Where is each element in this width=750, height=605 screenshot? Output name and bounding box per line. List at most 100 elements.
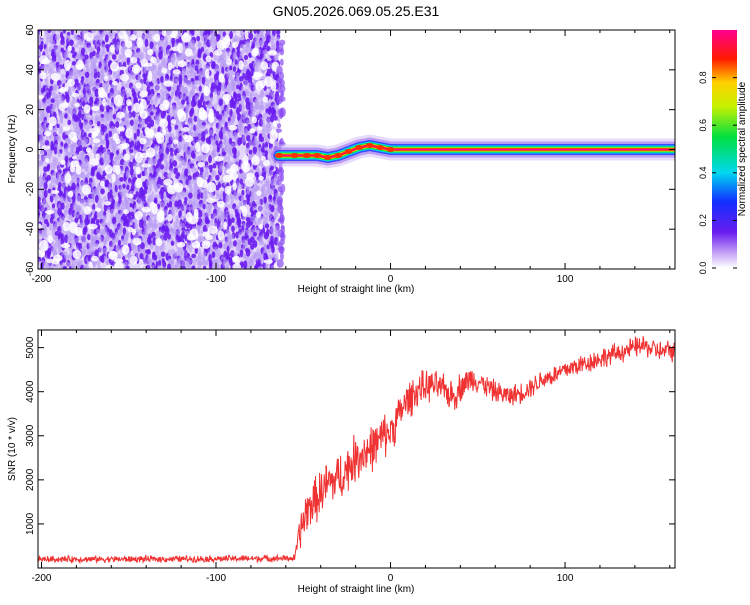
noise-gap <box>130 56 138 64</box>
noise-speckle <box>57 203 62 209</box>
noise-speckle <box>166 44 171 50</box>
noise-gap <box>125 128 133 139</box>
snr-plot-area <box>38 335 675 565</box>
noise-gap <box>45 158 50 164</box>
noise-gap <box>48 116 57 127</box>
noise-speckle <box>102 239 108 245</box>
noise-speckle <box>122 183 126 189</box>
noise-speckle <box>211 251 216 259</box>
noise-speckle <box>78 40 83 46</box>
noise-speckle <box>43 189 48 199</box>
noise-speckle <box>222 127 226 135</box>
noise-gap <box>195 141 201 153</box>
noise-gap <box>134 210 143 221</box>
noise-speckle <box>264 217 269 224</box>
noise-gap <box>256 190 262 197</box>
noise-speckle <box>130 161 134 170</box>
snr-y-tick-label: 3000 <box>25 424 36 447</box>
spectrogram-plot-area <box>38 30 675 269</box>
noise-speckle <box>81 213 85 222</box>
noise-speckle <box>213 103 218 111</box>
noise-gap <box>62 126 71 131</box>
noise-speckle <box>272 34 276 41</box>
noise-speckle <box>125 119 131 128</box>
noise-speckle <box>133 222 139 229</box>
noise-speckle <box>140 242 145 250</box>
noise-speckle <box>67 151 72 157</box>
noise-gap <box>194 208 199 220</box>
noise-speckle <box>46 174 52 181</box>
noise-gap <box>225 58 233 65</box>
noise-speckle <box>84 54 89 61</box>
noise-speckle <box>50 68 55 74</box>
noise-speckle <box>141 171 146 177</box>
noise-speckle <box>229 240 234 249</box>
noise-speckle <box>92 50 96 57</box>
noise-speckle <box>94 35 100 41</box>
noise-speckle <box>97 265 101 269</box>
noise-speckle <box>47 30 52 34</box>
noise-gap <box>251 116 258 124</box>
noise-gap <box>118 30 127 40</box>
noise-speckle <box>43 166 48 173</box>
colorbar-tick-label: 0.6 <box>698 119 708 132</box>
noise-speckle <box>193 79 199 85</box>
noise-gap <box>270 80 277 92</box>
noise-speckle <box>154 97 158 106</box>
noise-speckle <box>267 247 272 254</box>
noise-gap <box>262 96 269 103</box>
noise-gap <box>153 33 161 43</box>
noise-speckle <box>165 153 169 159</box>
noise-gap <box>182 134 189 140</box>
noise-gap <box>201 143 210 154</box>
snr-y-axis-label: SNR (10 * v/v) <box>7 417 18 481</box>
noise-speckle <box>105 141 110 150</box>
noise-speckle <box>63 210 69 216</box>
noise-speckle <box>125 219 130 228</box>
noise-speckle <box>102 229 106 236</box>
noise-speckle <box>98 75 104 81</box>
noise-gap <box>103 201 112 206</box>
noise-gap <box>173 181 180 189</box>
noise-speckle <box>212 163 217 169</box>
noise-speckle <box>50 174 55 179</box>
noise-speckle <box>71 259 77 265</box>
noise-gap <box>186 233 195 241</box>
noise-speckle <box>249 98 254 104</box>
noise-speckle <box>60 96 64 105</box>
colorbar-gradient <box>712 30 737 268</box>
noise-speckle <box>167 124 172 133</box>
colorbar-tick-label: 0.4 <box>698 167 708 180</box>
noise-speckle <box>188 192 193 199</box>
noise-speckle <box>146 188 151 194</box>
noise-speckle <box>143 76 147 85</box>
noise-speckle <box>100 188 105 195</box>
noise-speckle <box>122 189 127 195</box>
noise-edge <box>277 195 283 205</box>
noise-speckle <box>120 238 126 245</box>
noise-speckle <box>47 250 51 259</box>
noise-speckle <box>44 78 49 85</box>
noise-speckle <box>273 212 278 218</box>
noise-speckle <box>115 231 120 238</box>
noise-speckle <box>54 83 58 92</box>
noise-speckle <box>87 121 93 129</box>
noise-gap <box>44 210 55 215</box>
noise-speckle <box>239 183 243 190</box>
noise-gap <box>131 64 141 74</box>
noise-gap <box>182 127 190 132</box>
noise-speckle <box>271 245 275 254</box>
noise-gap <box>38 55 49 64</box>
ridge-knot <box>313 152 322 158</box>
noise-speckle <box>98 246 103 254</box>
noise-gap <box>191 240 201 249</box>
noise-gap <box>241 161 251 173</box>
spectrogram-y-axis-label: Frequency (Hz) <box>7 115 18 184</box>
noise-gap <box>161 67 168 74</box>
noise-speckle <box>58 55 63 65</box>
noise-speckle <box>142 231 146 238</box>
noise-speckle <box>256 185 261 191</box>
noise-gap <box>115 164 121 175</box>
